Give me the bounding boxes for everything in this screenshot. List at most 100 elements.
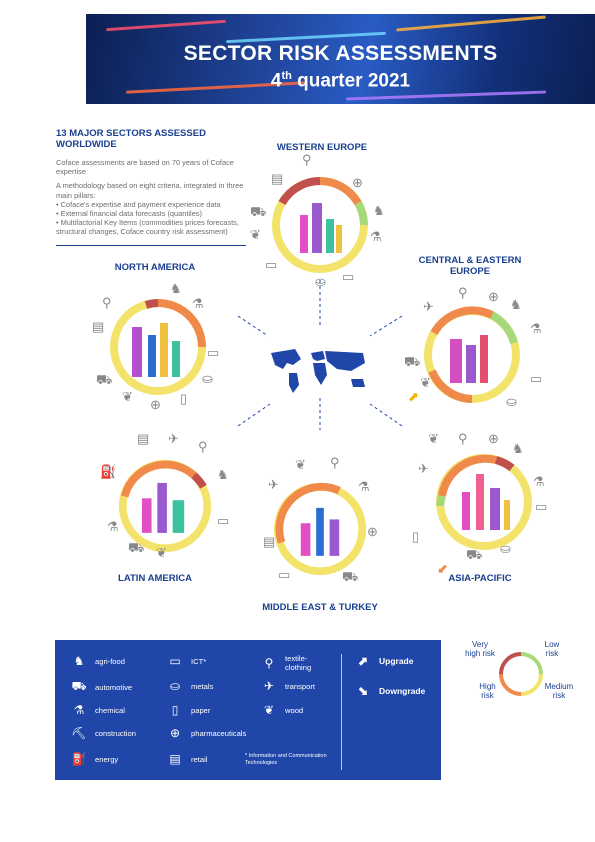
tree-icon: ❦ — [428, 431, 439, 446]
region-label-central-eastern-europe: CENTRAL & EASTERN EUROPE — [418, 255, 522, 277]
mine-cart-icon: ⛀ — [315, 274, 326, 289]
region-label-asia-pacific: ASIA-PACIFIC — [448, 573, 512, 584]
flask-icon: ⚗ — [192, 296, 204, 311]
risk-label-very-high: Very high risk — [465, 640, 495, 658]
risk-label-high: High risk — [479, 682, 496, 700]
mine-cart-icon: ⛀ — [506, 394, 517, 409]
region-label-north-america: NORTH AMERICA — [114, 262, 196, 273]
upgrade-arrow-icon: ⬈ — [408, 389, 419, 404]
hanger-icon: ⚲ — [102, 295, 112, 310]
car-icon: ⛟ — [96, 372, 113, 387]
sector-legend: ♞ agri-food ⛟ automotive ⚗ chemical ⛏ constr… — [55, 640, 441, 780]
risk-label-low: Low risk — [544, 640, 560, 658]
upgrade-arrow-icon: ⬈ — [357, 654, 369, 668]
flask-icon: ⚗ — [370, 229, 382, 244]
cow-icon: ♞ — [170, 281, 182, 296]
laptop-icon: ▭ — [342, 269, 355, 284]
latin-america-risk-ring — [118, 459, 212, 553]
car-icon: ⛟ — [71, 679, 87, 693]
downgrade-arrow-icon: ⬋ — [437, 561, 448, 576]
laptop-icon: ▭ — [278, 567, 291, 582]
flask-icon: ⚗ — [358, 479, 370, 494]
legend-item-paper: ▯ paper — [165, 703, 211, 717]
western-europe-risk-ring — [272, 177, 368, 273]
cash-register-icon: ▤ — [169, 752, 181, 766]
risk-level-key: Very high risk Low risk High risk Medium ris… — [455, 638, 585, 718]
downgrade-arrow-icon: ⬊ — [357, 684, 369, 698]
legend-item-retail: ▤ retail — [165, 752, 207, 766]
car-icon: ⛟ — [466, 547, 483, 562]
region-label-middle-east-turkey: MIDDLE EAST & TURKEY — [262, 602, 378, 613]
region-label-latin-america: LATIN AMERICA — [118, 573, 192, 584]
bullet-item: • Multifactorial Key Items (commodities … — [56, 218, 239, 237]
plus-icon: ⊕ — [169, 726, 181, 740]
cow-icon: ♞ — [217, 467, 229, 482]
legend-item-energy: ⛽ energy — [69, 752, 119, 766]
legend-item-ict: ▭ ICT* — [165, 654, 206, 668]
truck-plane-icon: ✈ — [263, 679, 275, 693]
plus-icon: ⊕ — [488, 431, 499, 446]
bullet-item: • Coface's expertise and payment experie… — [56, 199, 221, 209]
paper-icon: ▯ — [171, 703, 179, 717]
car-icon: ⛟ — [250, 204, 267, 219]
risk-label-medium: Medium risk — [544, 682, 574, 700]
legend-item-pharmaceuticals: ⊕ pharmaceuticals — [165, 726, 246, 740]
laptop-icon: ▭ — [530, 371, 543, 386]
light-streak — [396, 15, 546, 32]
world-map-icon — [271, 349, 365, 393]
car-icon: ⛟ — [404, 354, 421, 369]
laptop-icon: ▭ — [217, 513, 230, 528]
cash-register-icon: ▤ — [137, 431, 150, 446]
risk-key-ring — [499, 652, 543, 696]
truck-plane-icon: ✈ — [418, 461, 429, 476]
cow-icon: ♞ — [73, 654, 85, 668]
crane-icon: ⛏ — [71, 726, 87, 740]
paper-icon: ▯ — [412, 529, 420, 544]
page-title: SECTOR RISK ASSESSMENTS — [183, 42, 498, 65]
legend-item-textile-clothing: ⚲ textile-clothing — [259, 654, 312, 672]
paper-icon: ▯ — [180, 391, 188, 406]
central-eastern-europe-risk-ring — [424, 306, 520, 403]
footnote: * Information and Communication Technolo… — [245, 753, 327, 766]
truck-plane-icon: ✈ — [423, 299, 434, 314]
cow-icon: ♞ — [373, 203, 385, 218]
cash-register-icon: ▤ — [271, 171, 284, 186]
hanger-icon: ⚲ — [264, 656, 274, 670]
flask-icon: ⚗ — [533, 474, 545, 489]
mine-cart-icon: ⛀ — [169, 679, 181, 693]
legend-item-downgrade: ⬊ Downgrade — [353, 684, 425, 698]
hanger-icon: ⚲ — [458, 431, 468, 446]
intro-paragraph: Coface assessments are based on 70 years… — [56, 158, 234, 177]
legend-item-wood: ❦ wood — [259, 703, 303, 717]
legend-item-upgrade: ⬈ Upgrade — [353, 654, 414, 668]
flask-icon: ⚗ — [107, 519, 119, 534]
car-icon: ⛟ — [128, 540, 145, 555]
tree-icon: ❦ — [420, 375, 431, 390]
tree-icon: ❦ — [250, 227, 261, 242]
intro-block: 13 MAJOR SECTORS ASSESSED WORLDWIDE Cofa… — [56, 128, 246, 246]
tree-icon: ❦ — [156, 545, 167, 560]
laptop-icon: ▭ — [265, 257, 278, 272]
truck-plane-icon: ✈ — [268, 477, 279, 492]
region-label-western-europe: WESTERN EUROPE — [276, 142, 368, 153]
fuel-pump-icon: ⛽ — [100, 464, 117, 479]
flask-icon: ⚗ — [530, 321, 542, 336]
mine-cart-icon: ⛀ — [500, 541, 511, 556]
plus-icon: ⊕ — [352, 175, 363, 190]
divider — [56, 244, 246, 246]
flask-icon: ⚗ — [73, 703, 85, 717]
legend-item-chemical: ⚗ chemical — [69, 703, 125, 717]
fuel-pump-icon: ⛽ — [71, 752, 87, 766]
north-america-risk-ring — [110, 299, 206, 395]
mine-cart-icon: ⛀ — [202, 371, 213, 386]
legend-item-agri-food: ♞ agri-food — [69, 654, 125, 668]
truck-plane-icon: ✈ — [168, 431, 179, 446]
plus-icon: ⊕ — [488, 289, 499, 304]
cow-icon: ♞ — [510, 297, 522, 312]
laptop-icon: ▭ — [169, 654, 181, 668]
tree-icon: ❦ — [122, 389, 133, 404]
middle-east-turkey-risk-ring — [273, 482, 367, 576]
cash-register-icon: ▤ — [92, 319, 105, 334]
hanger-icon: ⚲ — [198, 439, 208, 454]
plus-icon: ⊕ — [150, 397, 161, 412]
